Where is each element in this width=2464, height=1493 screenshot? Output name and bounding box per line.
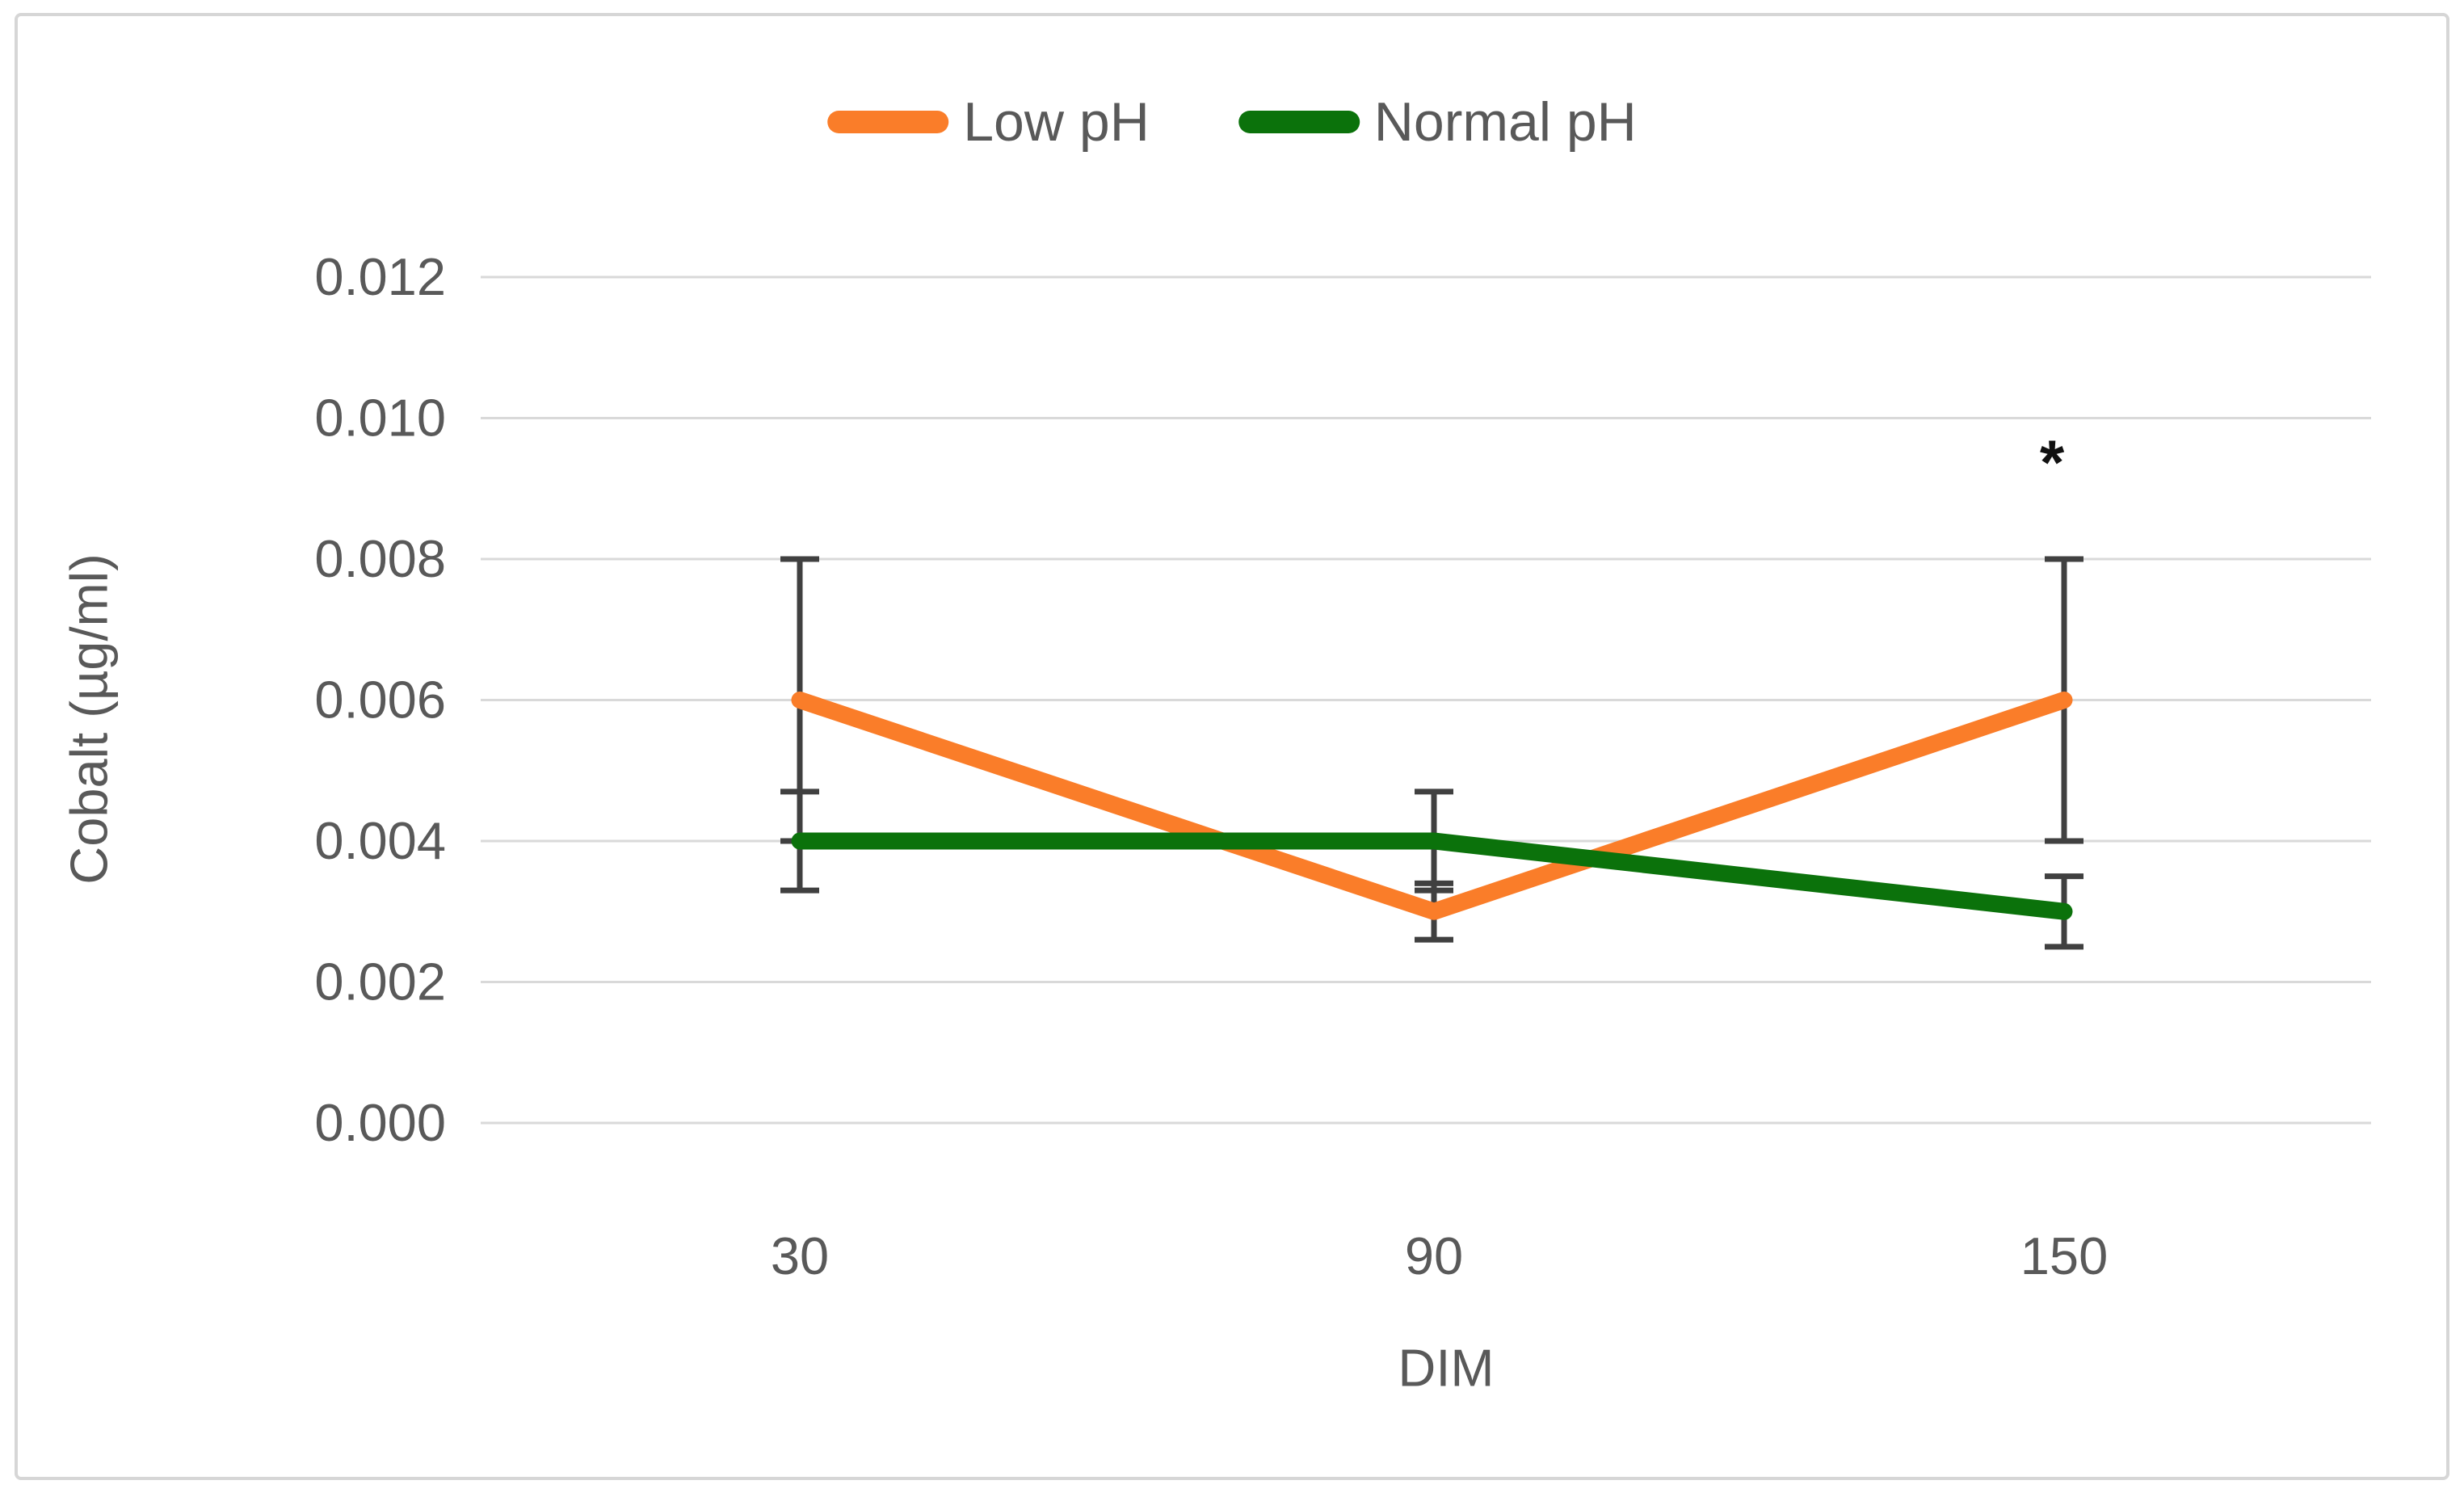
x-tick-label: 90 (1405, 1226, 1463, 1285)
y-tick-label: 0.008 (314, 529, 446, 588)
legend-item-low-ph: Low pH (827, 90, 1150, 154)
low-ph-line-swatch-icon (827, 111, 949, 133)
chart-frame (15, 13, 2449, 1480)
legend: Low pH Normal pH (827, 90, 1637, 154)
series-line-normal-ph (791, 832, 2073, 920)
y-axis-title: Cobalt (µg/ml) (59, 553, 119, 885)
normal-ph-line-swatch-icon (1238, 111, 1360, 133)
x-axis-title: DIM (1398, 1338, 1495, 1398)
y-tick-label: 0.004 (314, 811, 446, 870)
y-tick-label: 0.010 (314, 389, 446, 448)
y-tick-label: 0.006 (314, 671, 446, 730)
series-line-low-ph (791, 692, 2073, 920)
x-tick-label: 150 (2020, 1226, 2108, 1285)
x-tick-label: 30 (771, 1226, 829, 1285)
y-tick-label: 0.002 (314, 953, 446, 1011)
y-tick-label: 0.000 (314, 1093, 446, 1152)
y-tick-label: 0.012 (314, 247, 446, 306)
significance-asterisk: * (2040, 427, 2065, 498)
legend-item-normal-ph: Normal pH (1238, 90, 1637, 154)
legend-label-normal-ph: Normal pH (1373, 91, 1637, 153)
legend-label-low-ph: Low pH (963, 91, 1150, 153)
